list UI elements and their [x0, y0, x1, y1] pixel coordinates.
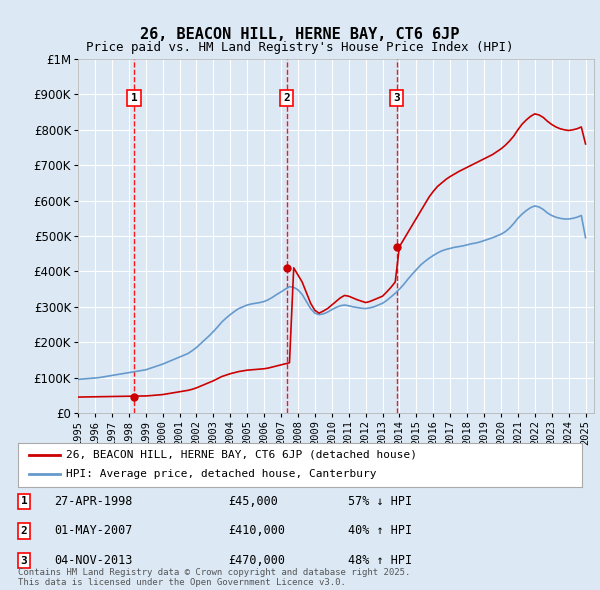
Text: Contains HM Land Registry data © Crown copyright and database right 2025.
This d: Contains HM Land Registry data © Crown c… — [18, 568, 410, 587]
Text: £410,000: £410,000 — [228, 525, 285, 537]
Text: 1: 1 — [131, 93, 137, 103]
Text: HPI: Average price, detached house, Canterbury: HPI: Average price, detached house, Cant… — [66, 470, 376, 479]
Text: 2: 2 — [20, 526, 28, 536]
Text: 26, BEACON HILL, HERNE BAY, CT6 6JP (detached house): 26, BEACON HILL, HERNE BAY, CT6 6JP (det… — [66, 450, 417, 460]
Text: 27-APR-1998: 27-APR-1998 — [54, 495, 133, 508]
Text: 57% ↓ HPI: 57% ↓ HPI — [348, 495, 412, 508]
Text: 26, BEACON HILL, HERNE BAY, CT6 6JP: 26, BEACON HILL, HERNE BAY, CT6 6JP — [140, 27, 460, 41]
Text: 48% ↑ HPI: 48% ↑ HPI — [348, 554, 412, 567]
Text: Price paid vs. HM Land Registry's House Price Index (HPI): Price paid vs. HM Land Registry's House … — [86, 41, 514, 54]
Text: 04-NOV-2013: 04-NOV-2013 — [54, 554, 133, 567]
Text: £470,000: £470,000 — [228, 554, 285, 567]
Text: 2: 2 — [283, 93, 290, 103]
Text: 3: 3 — [394, 93, 400, 103]
Text: 1: 1 — [20, 497, 28, 506]
Text: £45,000: £45,000 — [228, 495, 278, 508]
Text: 40% ↑ HPI: 40% ↑ HPI — [348, 525, 412, 537]
Text: 01-MAY-2007: 01-MAY-2007 — [54, 525, 133, 537]
Text: 3: 3 — [20, 556, 28, 565]
